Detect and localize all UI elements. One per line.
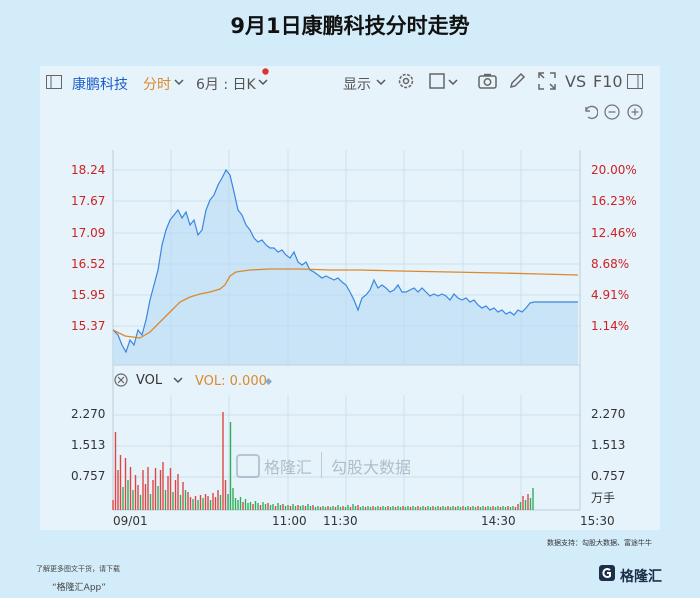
vol-tick-label: 0.757 [71, 469, 106, 483]
period-select[interactable]: 6月 : 日K [196, 77, 256, 93]
gear-icon[interactable] [397, 72, 415, 90]
stock-name[interactable]: 康鹏科技 [72, 77, 128, 93]
zoom-out-icon[interactable] [604, 104, 620, 120]
time-tick-label: 09/01 [113, 514, 148, 528]
vol-indicator-label[interactable]: VOL [136, 373, 163, 388]
mode-select[interactable]: 分时 [143, 77, 171, 93]
undo-icon[interactable] [582, 104, 598, 120]
page-title: 9月1日康鹏科技分时走势 [230, 14, 470, 38]
pct-tick-label: 8.68% [591, 257, 630, 271]
notification-dot-icon [262, 68, 269, 75]
watermark-source: 勾股大数据 [331, 458, 412, 477]
chevron-down-icon[interactable] [448, 79, 458, 86]
footer-app-name: “格隆汇App” [52, 583, 106, 593]
vol-tick-label: 1.513 [591, 438, 626, 452]
pencil-icon[interactable] [508, 72, 526, 90]
footer-data-source: 数据支持：勾股大数据、富途牛牛 [547, 539, 652, 547]
vs-button[interactable]: VS [565, 72, 587, 91]
time-tick-label: 15:30 [580, 514, 615, 528]
price-tick-label: 15.95 [71, 288, 106, 302]
vol-tick-label: 0.757 [591, 469, 626, 483]
price-area [113, 170, 578, 365]
sidebar-toggle-icon[interactable] [46, 75, 62, 89]
watermark-logo-icon [236, 454, 260, 478]
chevron-down-icon[interactable] [376, 79, 386, 86]
square-style-icon[interactable] [429, 73, 445, 89]
chevron-down-icon[interactable] [258, 79, 268, 86]
volume-bars [112, 412, 534, 510]
zoom-in-icon[interactable] [627, 104, 643, 120]
f10-button[interactable]: F10 [593, 72, 623, 91]
display-menu[interactable]: 显示 [343, 77, 371, 93]
panel-toggle-icon[interactable] [627, 74, 643, 89]
time-tick-label: 14:30 [481, 514, 516, 528]
fullscreen-icon[interactable] [538, 72, 556, 90]
time-tick-label: 11:00 [272, 514, 307, 528]
time-tick-label: 11:30 [323, 514, 358, 528]
diamond-icon [265, 378, 272, 385]
pct-tick-label: 1.14% [591, 319, 630, 333]
price-tick-label: 17.09 [71, 226, 106, 240]
footer-logo-text: 格隆汇 [620, 569, 662, 585]
chevron-down-icon[interactable] [174, 79, 184, 86]
vol-tick-label: 2.270 [591, 407, 626, 421]
vol-unit-label: 万手 [591, 491, 616, 505]
watermark-brand: 格隆汇 [264, 458, 313, 477]
pct-tick-label: 16.23% [591, 194, 637, 208]
vol-value: VOL: 0.000 [195, 374, 267, 389]
pct-tick-label: 12.46% [591, 226, 637, 240]
camera-icon[interactable] [478, 73, 497, 89]
price-line [112, 168, 578, 354]
price-tick-label: 16.52 [71, 257, 106, 271]
chevron-down-icon[interactable] [173, 377, 183, 384]
vol-tick-label: 1.513 [71, 438, 106, 452]
footer-download-hint: 了解更多图文干货，请下载 [36, 565, 120, 573]
toolbar: 康鹏科技 分时 6月 : 日K 显示 VS F10 [40, 66, 660, 100]
price-tick-label: 17.67 [71, 194, 106, 208]
gelonghui-logo-icon [598, 564, 616, 582]
vol-tick-label: 2.270 [71, 407, 106, 421]
pct-tick-label: 4.91% [591, 288, 630, 302]
price-tick-label: 18.24 [71, 163, 106, 177]
avg-price-line [112, 268, 579, 339]
close-icon[interactable] [114, 373, 128, 387]
price-tick-label: 15.37 [71, 319, 106, 333]
pct-tick-label: 20.00% [591, 163, 637, 177]
